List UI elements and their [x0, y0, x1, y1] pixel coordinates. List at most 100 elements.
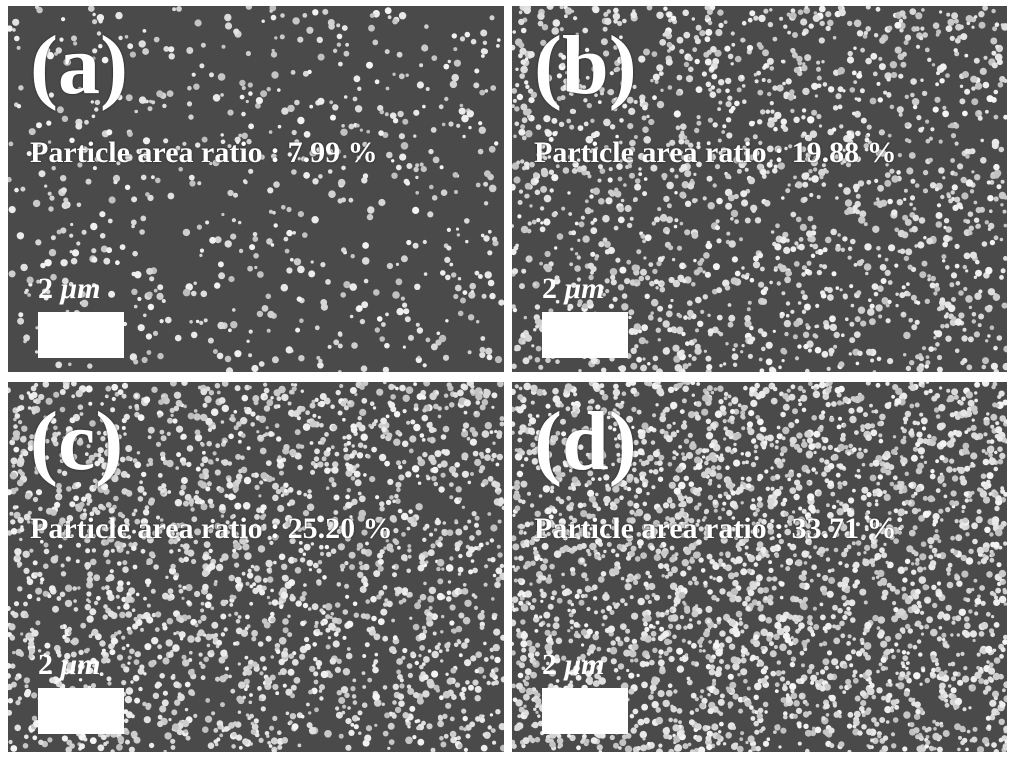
particle	[973, 200, 978, 205]
particle	[148, 499, 155, 506]
particle	[484, 271, 492, 279]
particle	[838, 416, 842, 421]
particle	[133, 659, 140, 665]
particle	[782, 126, 789, 132]
particle	[618, 366, 622, 370]
particle	[128, 542, 134, 548]
particle	[263, 382, 268, 387]
particle	[827, 19, 834, 27]
particle	[402, 302, 408, 308]
particle	[125, 550, 130, 555]
particle	[461, 470, 469, 478]
sem-panel-b: (b) Particle area ratio : 19.88 % 2 μm	[512, 6, 1007, 372]
particle	[512, 187, 516, 191]
particle	[461, 114, 469, 123]
particle	[987, 288, 996, 296]
particle	[17, 586, 23, 592]
particle	[443, 63, 450, 70]
particle	[803, 343, 809, 350]
particle	[148, 461, 154, 466]
particle	[855, 361, 860, 366]
particle	[785, 301, 791, 306]
particle	[182, 585, 187, 590]
particle	[989, 325, 995, 331]
particle	[942, 259, 946, 263]
particle	[905, 248, 913, 256]
particle	[174, 499, 183, 507]
particle	[354, 479, 362, 487]
particle	[634, 183, 642, 191]
particle	[50, 235, 56, 241]
particle	[754, 79, 759, 84]
particle	[89, 737, 97, 745]
particle	[258, 361, 265, 367]
particle	[266, 238, 273, 245]
particle	[317, 97, 325, 105]
particle	[431, 466, 439, 474]
particle	[29, 434, 35, 440]
particle	[242, 695, 246, 700]
particle	[259, 589, 266, 596]
particle	[348, 551, 356, 559]
particle	[43, 415, 47, 419]
particle	[512, 224, 514, 228]
particle	[443, 733, 449, 739]
particle	[451, 33, 457, 39]
particle	[652, 268, 658, 275]
particle	[821, 350, 829, 358]
particle	[772, 85, 778, 91]
particle	[931, 667, 936, 673]
particle	[8, 698, 14, 704]
particle	[825, 170, 829, 174]
particle	[847, 50, 853, 57]
particle	[230, 321, 238, 329]
particle	[351, 715, 359, 722]
particle	[17, 317, 25, 325]
particle	[133, 616, 138, 622]
particle	[44, 426, 49, 431]
particle	[343, 155, 347, 159]
particle	[802, 196, 808, 203]
particle	[269, 674, 276, 681]
particle	[419, 645, 425, 651]
particle	[155, 177, 161, 184]
particle	[440, 460, 448, 468]
particle	[228, 524, 234, 530]
particle	[173, 632, 177, 636]
particle	[434, 518, 441, 526]
particle	[52, 605, 59, 613]
particle	[350, 476, 356, 481]
particle	[801, 31, 807, 36]
particle	[23, 334, 30, 342]
particle	[166, 431, 171, 436]
particle	[726, 231, 731, 236]
particle	[103, 604, 108, 609]
particle	[710, 46, 717, 53]
particle	[1001, 302, 1007, 309]
particle	[361, 397, 368, 404]
particle	[785, 313, 790, 318]
particle	[758, 357, 763, 362]
particle	[561, 54, 567, 60]
particle	[302, 13, 308, 18]
particle	[494, 581, 501, 589]
particle	[228, 574, 235, 582]
particle	[183, 729, 188, 734]
particle	[254, 514, 260, 520]
particle	[452, 392, 459, 398]
particle	[190, 507, 195, 512]
particle	[707, 313, 711, 317]
particle	[137, 496, 144, 502]
particle	[324, 432, 329, 437]
particle	[534, 189, 541, 196]
particle	[435, 517, 440, 522]
particle	[357, 514, 365, 522]
particle	[70, 257, 78, 265]
particle	[908, 152, 916, 159]
particle	[790, 47, 796, 54]
particle	[706, 240, 711, 245]
particle	[123, 432, 127, 436]
particle	[56, 431, 61, 436]
particle	[607, 177, 613, 183]
particle	[653, 279, 659, 285]
